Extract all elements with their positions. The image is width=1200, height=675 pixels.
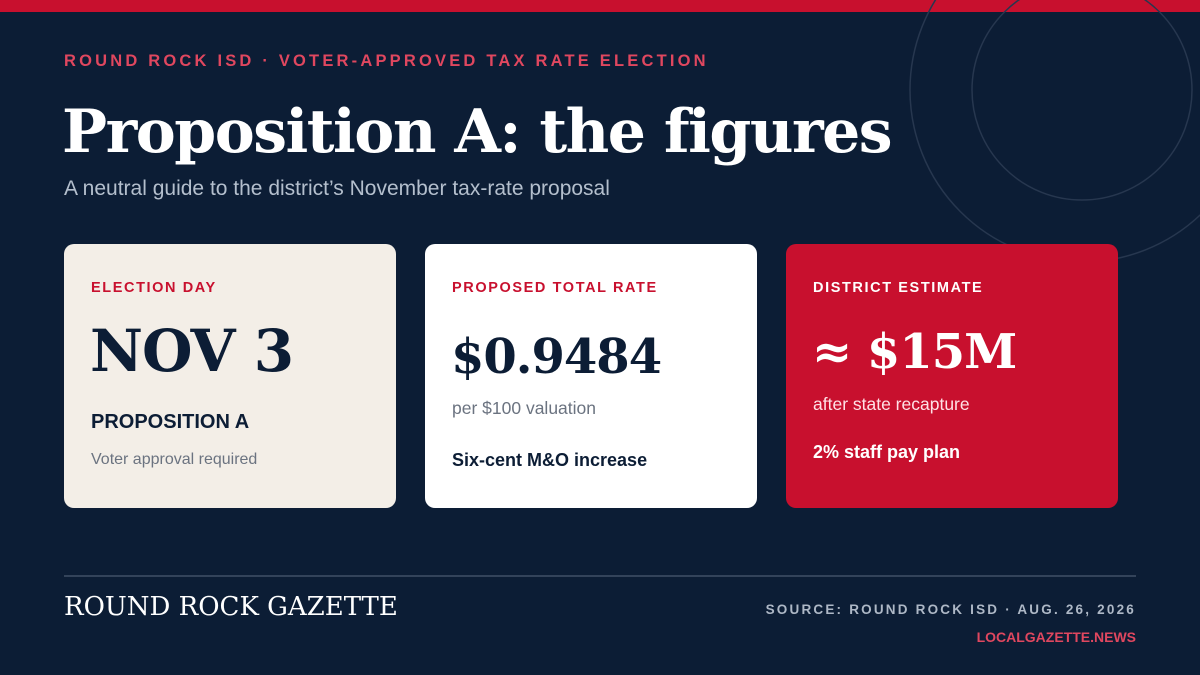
rate-detail: Six-cent M&O increase	[452, 450, 648, 470]
rate-unit: per $100 valuation	[452, 398, 596, 418]
proposed-rate-card: PROPOSED TOTAL RATE $0.9484 per $100 val…	[425, 244, 757, 508]
page-subtitle: A neutral guide to the district’s Novemb…	[64, 177, 610, 200]
card-label: DISTRICT ESTIMATE	[813, 280, 984, 296]
card-label: ELECTION DAY	[91, 280, 217, 296]
proposition-name: PROPOSITION A	[91, 411, 250, 433]
approval-note: Voter approval required	[91, 451, 258, 468]
site-link[interactable]: LOCALGAZETTE.NEWS	[976, 629, 1136, 645]
page-title: Proposition A: the figures	[62, 97, 893, 167]
footer-divider	[64, 575, 1136, 577]
election-date: NOV 3	[90, 317, 294, 385]
election-day-card: ELECTION DAY NOV 3 PROPOSITION A Voter a…	[64, 244, 396, 508]
estimate-value: ≈ $15M	[812, 324, 1017, 380]
estimate-detail: 2% staff pay plan	[813, 442, 961, 462]
proposed-rate-value: $0.9484	[451, 329, 662, 385]
publication-masthead: ROUND ROCK GAZETTE	[64, 592, 398, 622]
card-label: PROPOSED TOTAL RATE	[452, 280, 658, 296]
source-credit: SOURCE: ROUND ROCK ISD · AUG. 26, 2026	[765, 602, 1136, 617]
top-accent-bar	[0, 0, 1200, 12]
estimate-unit: after state recapture	[813, 394, 970, 414]
eyebrow-label: ROUND ROCK ISD · VOTER-APPROVED TAX RATE…	[64, 52, 709, 70]
district-estimate-card: DISTRICT ESTIMATE ≈ $15M after state rec…	[786, 244, 1118, 508]
